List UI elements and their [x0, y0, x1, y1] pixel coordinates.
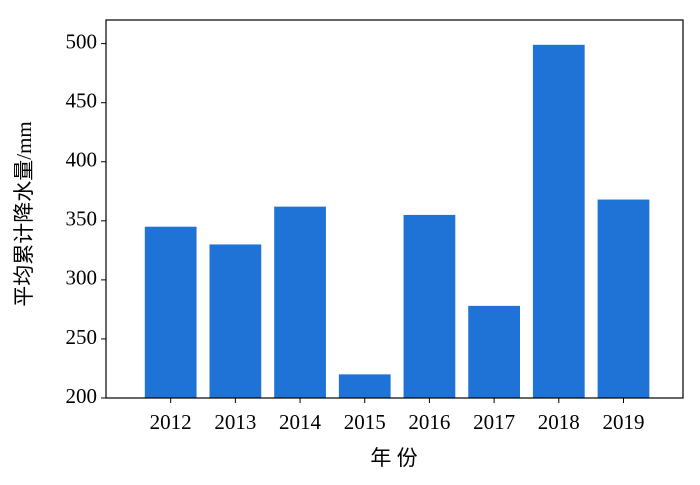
bar	[144, 226, 197, 398]
y-tick-label: 250	[66, 325, 98, 349]
x-tick-label: 2017	[473, 410, 515, 434]
x-tick-label: 2014	[279, 410, 322, 434]
y-tick-label: 350	[66, 207, 98, 231]
y-tick-label: 200	[66, 384, 98, 408]
x-tick-label: 2013	[214, 410, 256, 434]
bar	[468, 305, 520, 398]
plot-frame	[105, 19, 684, 399]
x-axis-label: 年 份	[370, 446, 417, 470]
y-tick-label: 400	[66, 148, 98, 172]
y-tick-label: 300	[66, 266, 98, 290]
bar	[338, 374, 391, 398]
x-tick-label: 2012	[150, 410, 192, 434]
x-tick-label: 2016	[408, 410, 450, 434]
bar	[209, 244, 262, 398]
bar	[532, 44, 585, 399]
x-tick-label: 2018	[538, 410, 580, 434]
x-tick-label: 2015	[344, 410, 386, 434]
y-tick-label: 500	[66, 29, 98, 53]
bar	[597, 199, 650, 398]
bar	[274, 206, 326, 398]
x-tick-label: 2019	[602, 410, 644, 434]
y-axis-label: 平均累计降水量/mm	[12, 121, 36, 307]
y-tick-label: 450	[66, 89, 98, 113]
bar	[403, 214, 456, 398]
